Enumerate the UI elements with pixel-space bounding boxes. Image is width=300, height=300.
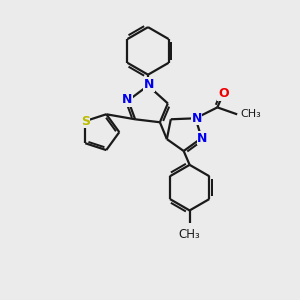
Text: O: O	[218, 87, 229, 100]
Text: N: N	[197, 132, 208, 145]
Text: N: N	[144, 78, 154, 91]
Text: CH₃: CH₃	[179, 228, 200, 241]
Text: S: S	[81, 115, 90, 128]
Text: CH₃: CH₃	[240, 109, 261, 119]
Text: N: N	[191, 112, 202, 125]
Text: N: N	[122, 93, 132, 106]
